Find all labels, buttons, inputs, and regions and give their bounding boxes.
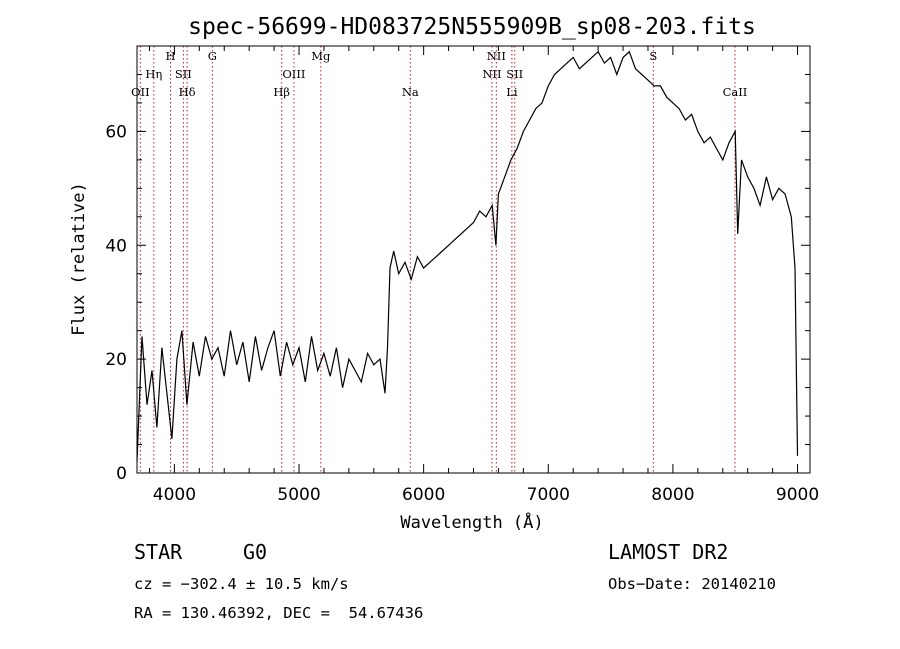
object-class: STAR: [134, 540, 183, 564]
axis-ticks: 4000 5000 6000 7000 8000 9000 0 20 40 60: [105, 45, 819, 505]
spectral-line-label: CaII: [723, 85, 748, 99]
spectral-line-label: OII: [131, 85, 150, 99]
spectral-line-label: NII: [487, 49, 506, 63]
spectral-line-label: OIII: [282, 67, 305, 81]
spectral-line-label: Mg: [311, 49, 331, 63]
spectral-line-label: NII: [482, 67, 501, 81]
spectral-line-label: Li: [506, 85, 518, 99]
spectral-line-label: Na: [402, 85, 419, 99]
spectral-line-label: S: [649, 49, 657, 63]
spectral-line-label: Hδ: [179, 85, 196, 99]
spectral-line-label: G: [208, 49, 217, 63]
y-tick-label: 20: [105, 350, 127, 370]
y-axis-label: Flux (relative): [69, 182, 89, 336]
spectral-line-label: Hη: [145, 67, 162, 81]
x-tick-label: 6000: [402, 485, 445, 505]
spectral-line-markers: [139, 46, 736, 473]
y-tick-label: 60: [105, 122, 127, 142]
spectral-line-labels: OII Hη H Hδ SII G Hβ OIII Mg Na NII NII Li SII S CaII: [131, 49, 747, 99]
x-axis-label: Wavelength (Å): [400, 511, 543, 533]
survey-release: LAMOST DR2: [608, 540, 729, 564]
redshift-velocity: cz = −302.4 ± 10.5 km/s: [134, 575, 349, 593]
spectral-line-label: H: [166, 49, 176, 63]
x-tick-label: 4000: [153, 485, 196, 505]
x-tick-label: 8000: [651, 485, 694, 505]
y-tick-label: 40: [105, 236, 127, 256]
spectral-line-label: SII: [175, 67, 192, 81]
spectral-line-label: Hβ: [273, 85, 290, 99]
x-tick-label: 7000: [527, 485, 570, 505]
coordinates: RA = 130.46392, DEC = 54.67436: [134, 604, 424, 622]
y-tick-label: 0: [116, 464, 127, 484]
x-tick-label: 9000: [776, 485, 819, 505]
chart-title: spec-56699-HD083725N555909B_sp08-203.fit…: [188, 14, 756, 40]
plot-frame: [136, 45, 811, 474]
x-tick-label: 5000: [277, 485, 320, 505]
observation-date: Obs−Date: 20140210: [608, 575, 776, 593]
spectral-subclass: G0: [243, 540, 268, 564]
spectrum-line: [136, 50, 799, 462]
spectral-line-label: SII: [506, 67, 523, 81]
